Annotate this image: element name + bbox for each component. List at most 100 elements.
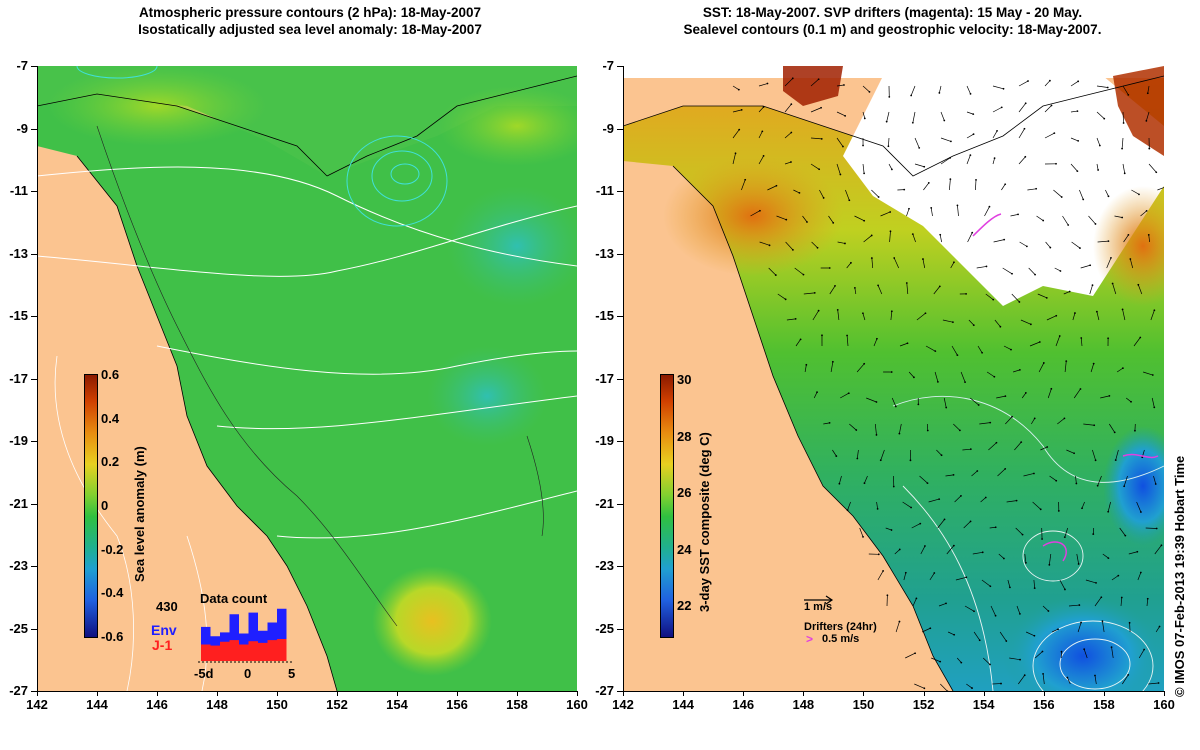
left-colorbar-tick-label: 0.4 [101,410,120,426]
velocity-arrow [950,262,955,269]
left-lat-tick-label: -27 [9,683,28,698]
left-lat-tick-label: -21 [9,495,28,511]
velocity-arrow [940,137,952,142]
velocity-arrow [803,292,815,295]
right-lon-tick-label: 144 [672,697,694,712]
velocity-arrow [1020,319,1032,325]
velocity-arrow [953,423,961,431]
velocity-arrow [895,621,900,633]
left-lat-tick-label: -23 [9,558,28,573]
velocity-arrow [767,185,777,191]
right-map[interactable] [623,66,1164,691]
velocity-arrow [793,189,800,194]
velocity-arrow [1014,441,1022,451]
velocity-arrow [785,241,794,251]
velocity-arrow [1120,597,1123,607]
velocity-arrow [1071,241,1081,249]
velocity-arrow [971,470,978,477]
velocity-arrow [923,182,930,191]
left-lat-tick-label: -7 [16,58,28,73]
left-lon-tick [97,691,98,696]
data-count-inset [198,606,293,664]
velocity-arrow [1080,337,1083,347]
velocity-arrow [1034,651,1043,659]
velocity-arrow [1102,553,1109,559]
cloud-mask [843,76,1164,306]
left-lat-tick [31,316,37,317]
velocity-arrow [998,553,1005,559]
velocity-arrow [1002,267,1013,275]
right-lon-tick-label: 160 [1153,697,1175,712]
velocity-arrow [903,572,907,581]
velocity-arrow [863,235,872,243]
left-map[interactable] [37,66,577,691]
velocity-arrow [943,397,947,408]
right-lat-tick-label: -21 [595,495,614,511]
velocity-arrow [836,84,844,87]
velocity-arrow [1097,475,1102,486]
velocity-arrow [982,657,991,665]
j1-bar [220,641,230,661]
velocity-arrow [1054,267,1061,272]
left-title: Atmospheric pressure contours (2 hPa): 1… [40,4,580,38]
velocity-arrow [1067,677,1071,685]
velocity-arrow [1027,188,1037,191]
right-lat-tick-label: -19 [595,433,614,448]
velocity-arrow [1055,335,1061,347]
velocity-arrow [1070,81,1079,87]
velocity-arrow [910,85,916,96]
velocity-arrow [1106,257,1112,269]
right-lat-tick [617,253,623,255]
left-lat-tick-label: -25 [9,620,28,636]
right-lat-tick-label: -9 [602,120,614,136]
right-lon-tick [1043,691,1045,696]
velocity-arrow [758,106,764,113]
velocity-arrow [1094,675,1097,685]
velocity-arrow [732,129,740,139]
velocity-arrow [877,285,883,295]
velocity-arrow [905,652,916,659]
velocity-arrow [963,521,971,529]
velocity-arrow [940,111,945,121]
velocity-arrow [940,683,948,691]
velocity-arrow [1090,363,1095,373]
right-lon-tick [743,691,745,696]
right-lat-tick [617,316,623,317]
velocity-arrow [846,335,849,347]
velocity-arrow [920,545,926,555]
right-lat-tick [617,503,623,505]
velocity-arrow [810,137,822,140]
left-lat-tick-label: -17 [9,370,28,386]
velocity-arrow [1102,621,1105,633]
velocity-arrow [1128,551,1138,555]
velocity-arrow [989,526,996,529]
velocity-arrow [1012,369,1020,373]
right-lon-tick [1164,691,1165,696]
right-colorbar-tick-label: 28 [677,428,692,444]
velocity-arrow [776,215,787,221]
velocity-arrow [1155,626,1160,633]
j1-bar [201,644,211,661]
left-colorbar-label: Sea level anomaly (m) [132,446,147,582]
velocity-arrow [990,605,996,616]
velocity-arrow [1032,501,1041,510]
velocity-arrow [862,85,870,93]
velocity-arrow [1070,163,1078,172]
velocity-arrow [784,78,794,87]
velocity-arrow [1122,111,1124,123]
velocity-arrow [759,241,770,246]
drifter-arrow-icon: > [806,632,814,646]
velocity-arrow [888,163,893,170]
left-lon-tick [37,691,38,696]
right-lon-tick-label: 156 [1032,697,1055,712]
velocity-arrow [1018,80,1029,87]
velocity-arrow [1018,128,1025,139]
velocity-arrow [1094,597,1102,607]
velocity-arrow [836,163,841,175]
velocity-arrow [994,319,1001,327]
right-lon-tick [863,691,865,696]
left-colorbar-tick-label: 0 [101,498,109,513]
left-lon-tick [397,691,398,696]
velocity-arrow [784,132,792,139]
velocity-arrow [940,157,951,165]
